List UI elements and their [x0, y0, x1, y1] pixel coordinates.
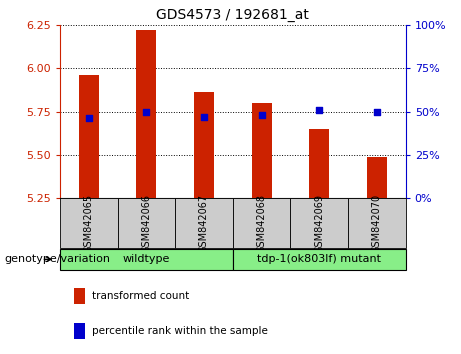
Text: percentile rank within the sample: percentile rank within the sample [92, 326, 268, 336]
Text: genotype/variation: genotype/variation [5, 254, 111, 264]
Text: GSM842070: GSM842070 [372, 193, 382, 253]
Text: transformed count: transformed count [92, 291, 189, 301]
Bar [74, 288, 85, 304]
Text: tdp-1(ok803lf) mutant: tdp-1(ok803lf) mutant [257, 254, 381, 264]
Text: GSM842068: GSM842068 [257, 194, 266, 252]
FancyBboxPatch shape [290, 198, 348, 248]
Bar [74, 323, 85, 339]
Text: GSM842065: GSM842065 [84, 193, 94, 253]
Bar [79, 75, 99, 198]
Text: GSM842066: GSM842066 [142, 194, 151, 252]
Text: GSM842069: GSM842069 [314, 194, 324, 252]
Text: GSM842067: GSM842067 [199, 193, 209, 253]
FancyBboxPatch shape [60, 198, 118, 248]
Point [373, 109, 381, 114]
Bar [194, 92, 214, 198]
FancyBboxPatch shape [175, 198, 233, 248]
FancyBboxPatch shape [233, 249, 406, 270]
Bar [252, 103, 272, 198]
Point [315, 107, 323, 113]
Text: wildtype: wildtype [123, 254, 170, 264]
Point [85, 116, 92, 121]
Bar [309, 129, 329, 198]
Point [258, 112, 266, 118]
Bar [367, 156, 387, 198]
FancyBboxPatch shape [118, 198, 175, 248]
Title: GDS4573 / 192681_at: GDS4573 / 192681_at [156, 8, 309, 22]
Point [142, 109, 150, 114]
Bar [136, 30, 156, 198]
Point [200, 114, 207, 120]
FancyBboxPatch shape [233, 198, 290, 248]
FancyBboxPatch shape [348, 198, 406, 248]
FancyBboxPatch shape [60, 249, 233, 270]
